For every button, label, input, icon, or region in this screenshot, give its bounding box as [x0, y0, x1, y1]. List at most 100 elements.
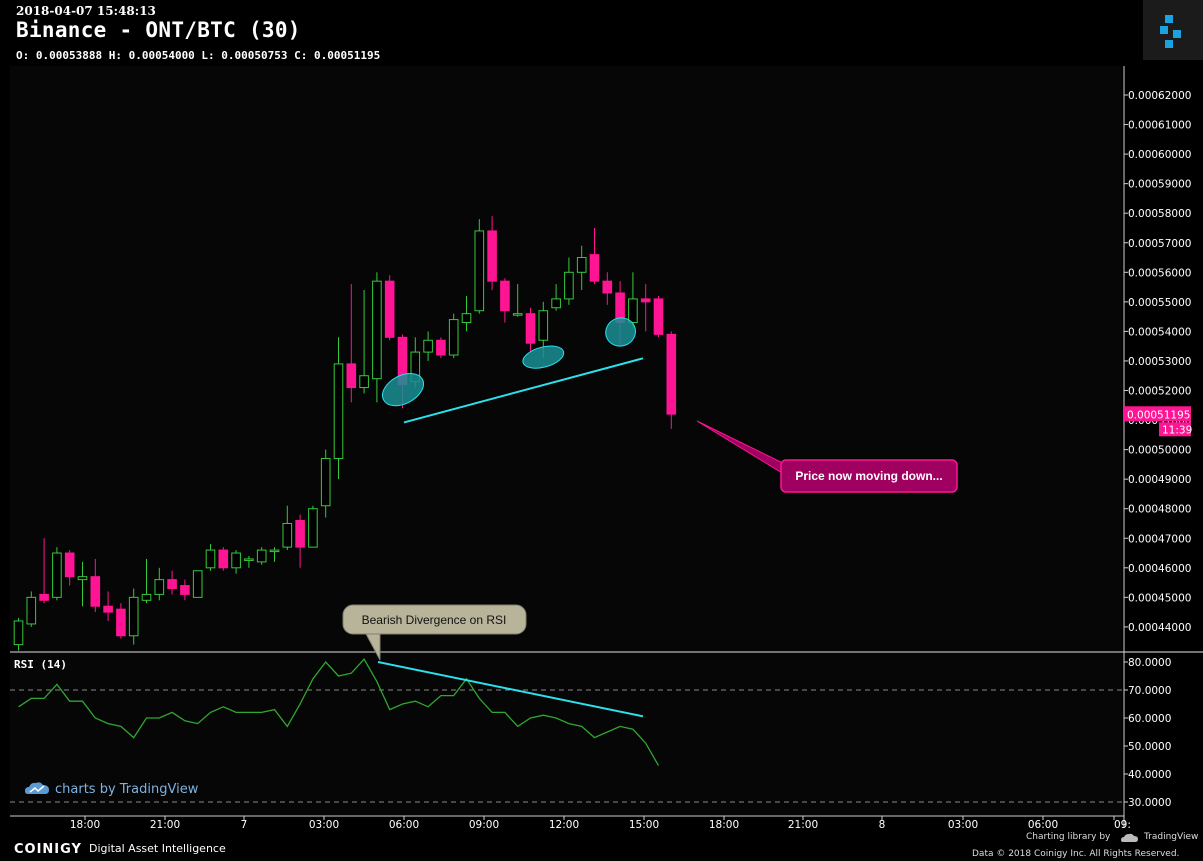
price-axis-label: 0.00062000 — [1128, 90, 1191, 102]
candle-body — [154, 579, 165, 595]
price-axis-label: 0.00045000 — [1128, 592, 1191, 604]
coinigy-footer-icon — [0, 840, 14, 854]
rsi-axis-label: 60.0000 — [1128, 713, 1171, 725]
charting-library-text: Charting library by — [1026, 832, 1111, 842]
chart-header: 2018-04-07 15:48:13 Binance - ONT/BTC (3… — [0, 0, 1203, 66]
countdown-label: 11:39 — [1162, 424, 1192, 436]
price-axis-label: 0.00054000 — [1128, 326, 1191, 338]
low-highlight-ellipse — [522, 345, 565, 369]
price-axis-label: 0.00047000 — [1128, 533, 1191, 545]
candle-body — [333, 363, 344, 459]
candle-body — [423, 339, 433, 353]
price-axis-label: 0.00052000 — [1128, 386, 1191, 398]
candle-body — [218, 549, 229, 569]
price-axis-label: 0.00061000 — [1128, 120, 1191, 132]
candle-body — [320, 457, 331, 507]
candle-body — [256, 549, 267, 563]
ohlc-readout: O: 0.00053888 H: 0.00054000 L: 0.0005075… — [16, 49, 381, 62]
candle-body — [282, 522, 293, 548]
rsi-axis-label: 50.0000 — [1128, 741, 1171, 753]
rsi-axis-label: 70.0000 — [1128, 685, 1171, 697]
candle-body — [231, 552, 241, 569]
footer — [0, 828, 1203, 861]
candle-body — [308, 508, 318, 548]
candle-body — [551, 298, 561, 309]
candle-body — [77, 576, 88, 581]
chart-timestamp: 2018-04-07 15:48:13 — [16, 4, 156, 18]
candle-body — [244, 558, 254, 561]
candle-body — [666, 333, 677, 415]
candle-body — [64, 552, 75, 578]
candle-body — [538, 310, 549, 341]
price-axis-label: 0.00056000 — [1128, 267, 1191, 279]
candle-body — [205, 549, 216, 569]
candle-body — [103, 605, 113, 613]
candle-body — [39, 593, 49, 601]
price-axis-label: 0.00046000 — [1128, 563, 1191, 575]
rsi-axis-label: 30.0000 — [1128, 797, 1171, 809]
rsi-axis-label: 40.0000 — [1128, 769, 1171, 781]
candle-body — [525, 313, 536, 344]
candle-body — [602, 280, 613, 294]
copyright-text: Data © 2018 Coinigy Inc. All Rights Rese… — [972, 849, 1180, 859]
price-axis-label: 0.00059000 — [1128, 179, 1191, 191]
last-price-label: 0.00051195 — [1127, 409, 1190, 421]
coinigy-brand[interactable]: COINIGY — [14, 842, 82, 857]
tradingview-link[interactable]: TradingView — [1144, 832, 1199, 842]
rsi-line — [18, 658, 660, 766]
candle-body — [436, 339, 446, 356]
candle-body — [167, 579, 177, 589]
candle-body — [295, 520, 305, 548]
candle-body — [487, 230, 497, 282]
price-axis-label: 0.00058000 — [1128, 208, 1191, 220]
candle-body — [90, 576, 101, 607]
price-axis-label: 0.00057000 — [1128, 238, 1191, 250]
candle-body — [180, 585, 190, 595]
chart-title: Binance - ONT/BTC (30) — [16, 18, 301, 42]
candle-body — [128, 596, 139, 637]
time-axis-label: 8 — [879, 819, 886, 831]
tradingview-watermark[interactable]: charts by TradingView — [55, 782, 199, 797]
last-price-box — [1124, 406, 1191, 422]
candle-body — [26, 596, 37, 625]
candle-body — [653, 298, 664, 335]
price-pane — [10, 66, 1122, 651]
candle-body — [192, 570, 203, 598]
tradingview-watermark-icon — [25, 782, 49, 794]
candle-body — [346, 363, 357, 389]
candle-body — [52, 552, 62, 598]
price-trendline — [403, 357, 644, 424]
price-axis-label: 0.00050000 — [1128, 445, 1191, 457]
price-axis-label: 0.00049000 — [1128, 474, 1191, 486]
price-axis-label: 0.00053000 — [1128, 356, 1191, 368]
countdown-box — [1159, 422, 1191, 437]
price-callout-text: Price now moving down... — [795, 469, 942, 483]
coinigy-logo-icon — [1160, 15, 1181, 48]
time-axis-label: 7 — [241, 819, 248, 831]
rsi-axis-label: 80.0000 — [1128, 657, 1171, 669]
candle-body — [372, 280, 382, 380]
rsi-pane — [10, 653, 1122, 815]
candle-body — [576, 257, 587, 273]
candle-body — [640, 298, 651, 303]
candle-body — [13, 620, 24, 646]
candle-body — [628, 298, 638, 324]
divergence-callout-box — [342, 604, 527, 635]
candle-body — [500, 280, 510, 312]
price-callout-box — [780, 459, 958, 493]
candle-body — [141, 593, 152, 601]
candle-body — [474, 230, 485, 312]
price-axis-label: 0.00048000 — [1128, 504, 1191, 516]
candle-body — [384, 280, 395, 338]
price-axis-label: 0.00060000 — [1128, 149, 1191, 161]
candle-body — [116, 608, 126, 637]
candle-body — [461, 313, 472, 324]
price-axis-label: 0.00055000 — [1128, 297, 1191, 309]
rsi-trendline — [377, 661, 644, 718]
divergence-callout-text: Bearish Divergence on RSI — [362, 613, 507, 627]
candle-body — [564, 271, 574, 300]
tradingview-cloud-icon — [1121, 833, 1138, 842]
coinigy-tagline: Digital Asset Intelligence — [89, 842, 226, 855]
candle-body — [269, 549, 280, 553]
